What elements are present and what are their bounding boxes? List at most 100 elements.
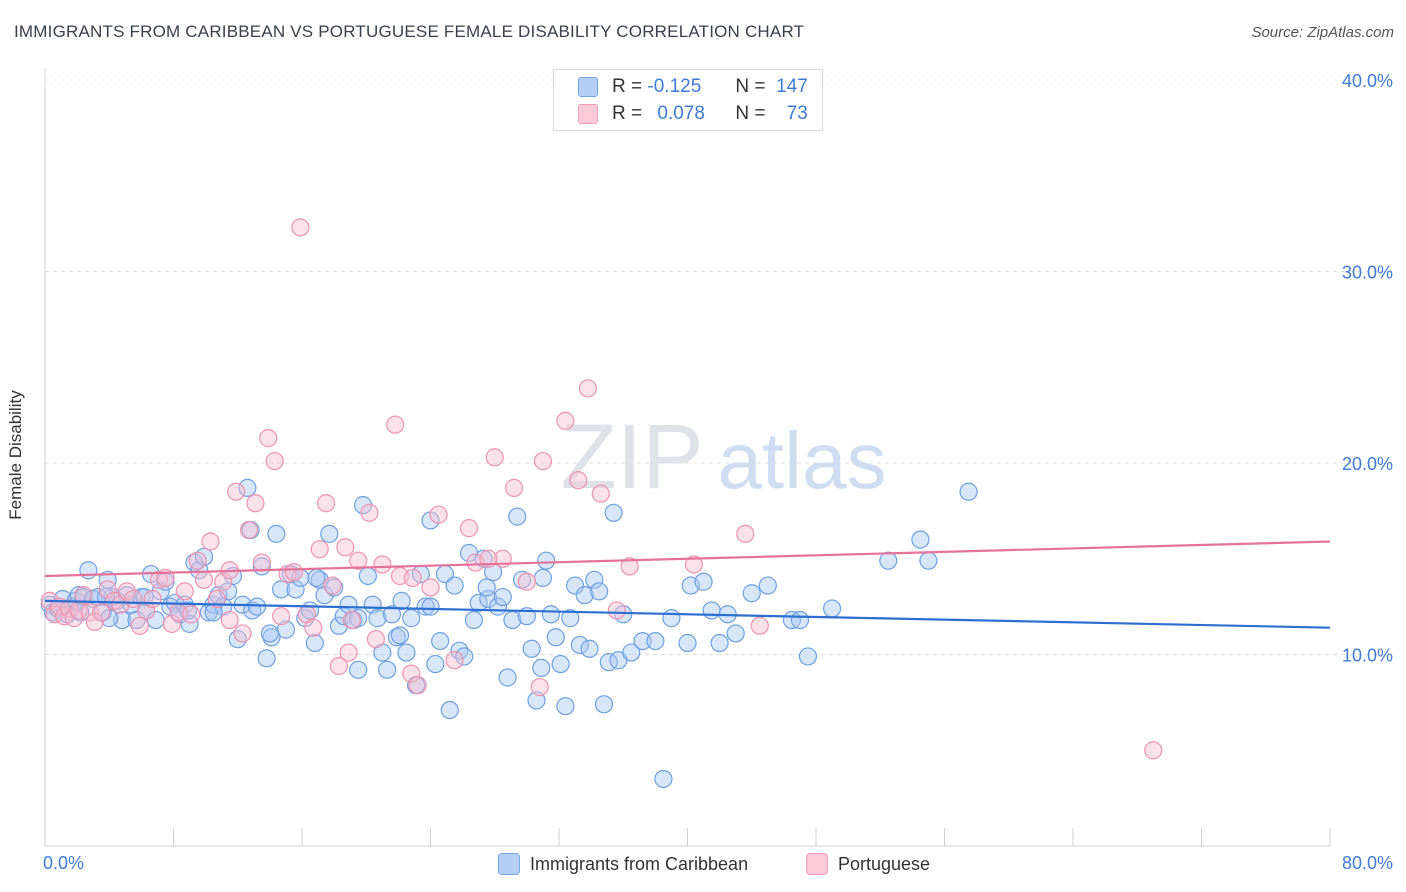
caribbean-point [702,601,721,620]
caribbean-point [493,587,512,607]
caribbean-point [790,610,810,630]
y-tick-label: 40.0% [1342,71,1393,91]
caribbean-point [426,654,445,674]
portuguese-point [750,616,769,635]
caribbean-point [238,478,257,497]
caribbean-point [570,635,589,655]
caribbean-point [726,624,745,643]
bottom-legend-swatch-portuguese [806,853,828,875]
portuguese-point [291,218,310,237]
caribbean-point [546,628,565,647]
legend-r-label: R = [612,103,643,124]
caribbean-point [320,524,339,543]
caribbean-point [654,769,673,789]
portuguese-point [684,555,704,574]
axes [44,68,1331,847]
caribbean-point [382,605,402,624]
caribbean-point [79,561,98,580]
caribbean-point [622,643,641,662]
caribbean-point [402,609,421,628]
portuguese-point [736,524,755,543]
caribbean-point [307,568,326,588]
caribbean-point [464,610,483,630]
portuguese-point [349,551,368,570]
portuguese-point [284,563,304,582]
portuguese-point [386,415,405,434]
caribbean-point [522,639,541,658]
portuguese-point [517,572,536,591]
caribbean-point [469,593,488,612]
portuguese-point [201,532,220,551]
portuguese-point [373,555,392,574]
caribbean-point [879,551,898,570]
caribbean-point [397,643,416,662]
caribbean-point [710,633,729,653]
watermark-zip: ZIP [560,406,703,508]
caribbean-point [477,578,496,597]
portuguese-point [272,607,291,626]
legend-swatch-caribbean [578,77,598,97]
portuguese-point [366,630,385,649]
caribbean-point [378,660,397,679]
portuguese-point [360,503,379,522]
caribbean-point [260,624,279,643]
legend-row-caribbean: R = -0.125 N = 147 [578,74,808,100]
series-portuguese-points [40,218,1163,760]
portuguese-point [620,557,639,576]
source-note: Source: ZipAtlas.com [1251,24,1394,41]
caribbean-point [565,576,585,595]
caribbean-point [798,647,818,666]
trendline-caribbean [44,599,1331,629]
caribbean-point [440,700,459,720]
portuguese-point [304,618,323,637]
portuguese-point [504,478,524,497]
caribbean-point [533,568,553,588]
caribbean-point [646,631,665,651]
portuguese-point [607,601,626,620]
caribbean-point [127,610,146,630]
portuguese-point [578,379,598,398]
portuguese-point [316,494,336,513]
portuguese-point [402,664,421,683]
chart-title: IMMIGRANTS FROM CARIBBEAN VS PORTUGUESE … [14,22,805,41]
portuguese-point [445,651,464,670]
portuguese-point [92,603,111,622]
portuguese-point [220,610,239,630]
caribbean-point [349,609,368,628]
portuguese-point [265,451,284,471]
portuguese-point [239,520,259,540]
trend-lines [44,540,1331,629]
caribbean-point [911,530,930,549]
legend-n-value: 73 [786,103,808,124]
caribbean-point [247,597,267,616]
caribbean-point [498,668,517,687]
caribbean-point [532,658,551,678]
portuguese-point [227,482,246,501]
caribbean-point [267,524,286,543]
y-tick-label: 10.0% [1342,646,1393,666]
legend-n-label: N = [735,76,766,97]
caribbean-point [959,482,978,501]
caribbean-point [358,566,377,586]
caribbean-point [758,576,777,595]
portuguese-point [556,411,575,430]
portuguese-point [214,572,233,591]
portuguese-point [403,568,422,588]
portuguese-point [485,448,504,467]
caribbean-point [580,639,599,658]
bottom-legend-label-caribbean: Immigrants from Caribbean [530,853,749,874]
legend-r-value: -0.125 [647,76,702,97]
caribbean-point [822,599,842,618]
caribbean-point [257,649,276,668]
caribbean-point [390,626,410,645]
y-tick-label: 30.0% [1342,263,1393,283]
portuguese-point [1144,741,1163,760]
caribbean-point [455,647,474,666]
caribbean-point [392,591,411,610]
portuguese-point [98,580,117,599]
caribbean-point [633,631,652,651]
portuguese-point [194,570,214,589]
portuguese-point [143,589,162,609]
grid-lines [45,79,1392,655]
caribbean-point [479,589,498,609]
